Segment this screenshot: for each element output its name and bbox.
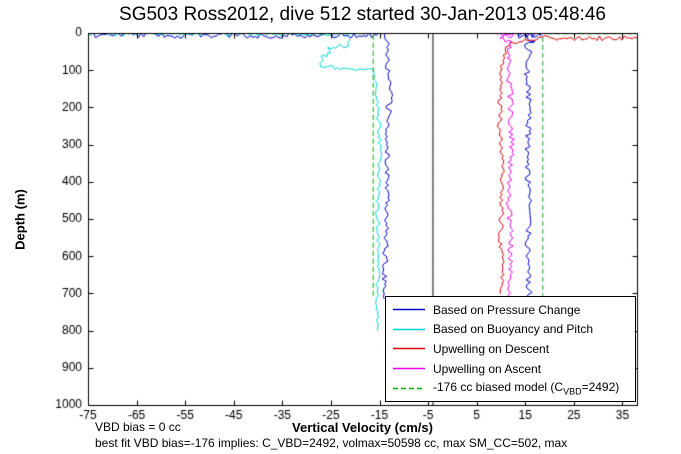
legend-entry-upwelling-ascent: Upwelling on Ascent	[392, 359, 629, 378]
legend-label-upwelling-descent: Upwelling on Descent	[433, 341, 550, 356]
best-fit-note: best fit VBD bias=-176 implies: C_VBD=24…	[95, 436, 568, 450]
legend-label-model-post: =2492)	[581, 379, 620, 394]
x-axis-label: Vertical Velocity (cm/s)	[292, 420, 433, 435]
legend-line-upwelling-ascent-icon	[393, 367, 425, 370]
legend-entry-biased-model: -176 cc biased model (CVBD=2492)	[392, 379, 629, 398]
plot-title: SG503 Ross2012, dive 512 started 30-Jan-…	[119, 4, 606, 25]
legend-label-model-pre: -176 cc biased model (C	[433, 379, 564, 394]
legend-label-biased-model: -176 cc biased model (CVBD=2492)	[433, 380, 619, 396]
legend-label-upwelling-ascent: Upwelling on Ascent	[433, 361, 542, 376]
legend-line-buoyancy-icon	[393, 328, 425, 331]
vbd-bias-note: VBD bias = 0 cc	[95, 420, 181, 434]
legend: Based on Pressure Change Based on Buoyan…	[385, 296, 636, 402]
legend-line-pressure-icon	[393, 308, 425, 311]
legend-label-buoyancy: Based on Buoyancy and Pitch	[433, 322, 594, 337]
legend-entry-buoyancy: Based on Buoyancy and Pitch	[392, 320, 629, 339]
legend-entry-upwelling-descent: Upwelling on Descent	[392, 339, 629, 358]
legend-line-biased-model-icon	[393, 387, 425, 389]
y-axis-label: Depth (m)	[12, 189, 28, 250]
legend-label-model-sub: VBD	[563, 386, 582, 397]
legend-line-upwelling-descent-icon	[393, 348, 425, 350]
legend-label-pressure: Based on Pressure Change	[433, 302, 581, 317]
legend-entry-pressure: Based on Pressure Change	[392, 300, 629, 319]
